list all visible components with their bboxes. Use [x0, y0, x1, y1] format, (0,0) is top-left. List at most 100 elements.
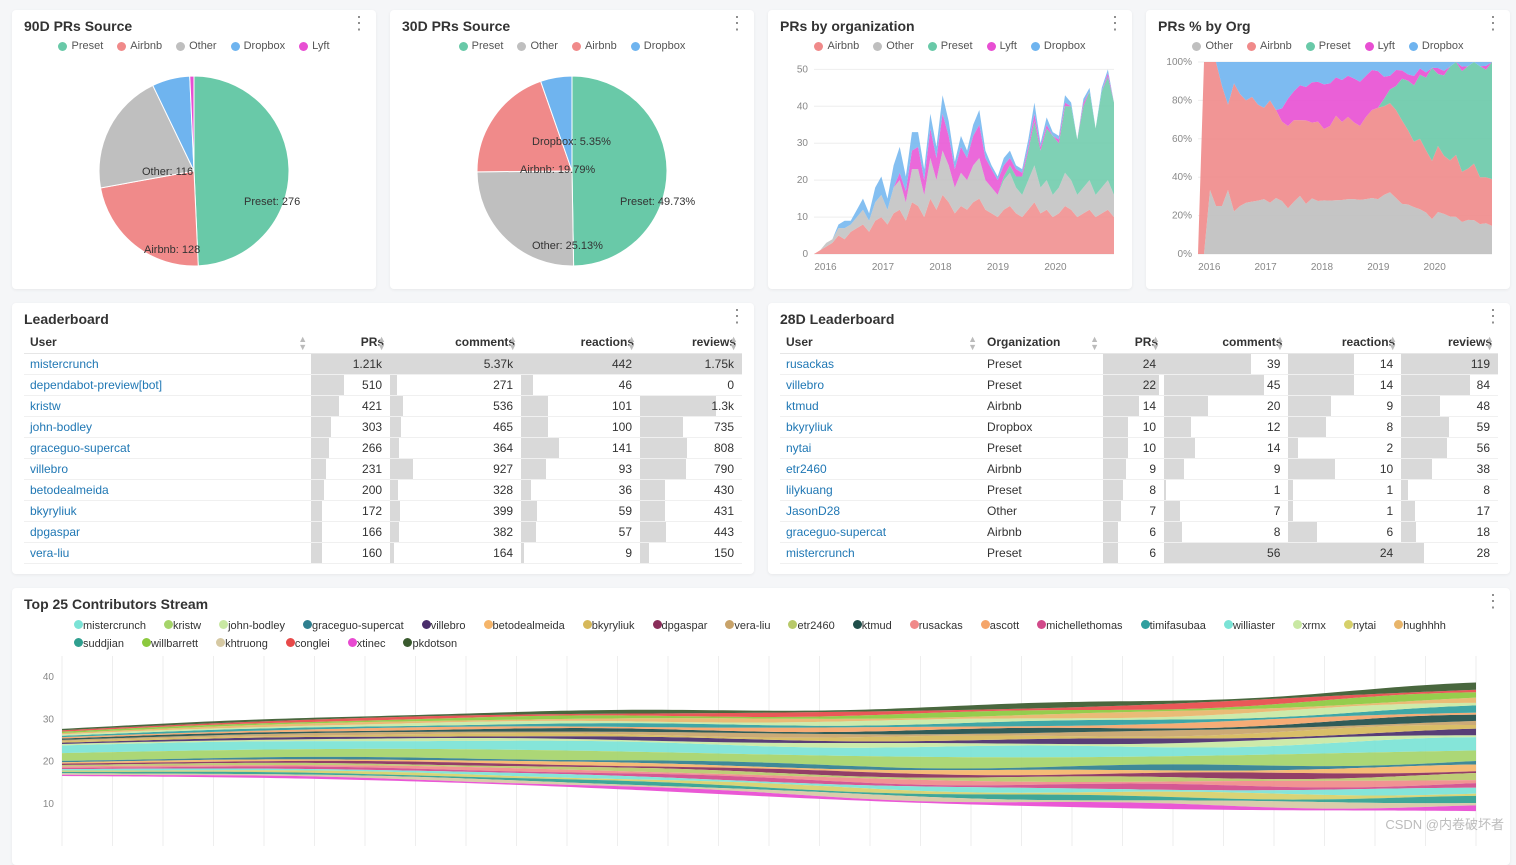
legend-item[interactable]: timifasubaa [1141, 620, 1206, 632]
kebab-icon[interactable]: ⋮ [728, 309, 746, 323]
user-link[interactable]: nytai [786, 441, 811, 455]
legend-item[interactable]: vera-liu [725, 620, 770, 632]
col-prs[interactable]: PRs ▲▼ [311, 331, 390, 354]
user-link[interactable]: graceguo-supercat [786, 525, 886, 539]
legend-item[interactable]: ascott [981, 620, 1019, 632]
user-link[interactable]: bkyryliuk [786, 420, 833, 434]
legend-label: Dropbox [1422, 40, 1464, 52]
col-comments[interactable]: comments ▲▼ [390, 331, 521, 354]
user-cell: kristw [24, 396, 311, 417]
user-link[interactable]: villebro [786, 378, 824, 392]
legend-item[interactable]: graceguo-supercat [303, 620, 404, 632]
legend-item[interactable]: betodealmeida [484, 620, 565, 632]
legend-item[interactable]: pkdotson [403, 638, 457, 650]
user-link[interactable]: dpgaspar [30, 525, 80, 539]
legend-item[interactable]: Preset [1306, 40, 1351, 52]
legend-item[interactable]: williaster [1224, 620, 1275, 632]
metric-cell: 22 [1103, 375, 1164, 396]
table-row: rusackas Preset 24 39 14 119 [780, 354, 1498, 375]
legend-item[interactable]: Lyft [987, 40, 1017, 52]
col-prs[interactable]: PRs ▲▼ [1103, 331, 1164, 354]
user-link[interactable]: betodealmeida [30, 483, 109, 497]
legend-item[interactable]: xrmx [1293, 620, 1326, 632]
legend-item[interactable]: Other [1192, 40, 1233, 52]
table-row: john-bodley 303 465 100 735 [24, 417, 742, 438]
legend-item[interactable]: Preset [58, 40, 103, 52]
user-link[interactable]: graceguo-supercat [30, 441, 130, 455]
user-link[interactable]: JasonD28 [786, 504, 840, 518]
metric-cell: 303 [311, 417, 390, 438]
user-link[interactable]: etr2460 [786, 462, 827, 476]
kebab-icon[interactable]: ⋮ [1484, 16, 1502, 30]
col-reactions[interactable]: reactions ▲▼ [1288, 331, 1401, 354]
legend: Airbnb Other Preset Lyft Dropbox [780, 38, 1120, 56]
kebab-icon[interactable]: ⋮ [350, 16, 368, 30]
user-link[interactable]: rusackas [786, 357, 834, 371]
col-reactions[interactable]: reactions ▲▼ [521, 331, 640, 354]
kebab-icon[interactable]: ⋮ [728, 16, 746, 30]
legend-item[interactable]: bkyryliuk [583, 620, 635, 632]
legend-item[interactable]: Dropbox [1409, 40, 1464, 52]
col-user[interactable]: User ▲▼ [24, 331, 311, 354]
legend-item[interactable]: villebro [422, 620, 466, 632]
legend-item[interactable]: Other [517, 40, 558, 52]
legend-item[interactable]: xtinec [348, 638, 386, 650]
legend-item[interactable]: etr2460 [788, 620, 834, 632]
legend-item[interactable]: Airbnb [814, 40, 859, 52]
user-link[interactable]: lilykuang [786, 483, 833, 497]
user-link[interactable]: john-bodley [30, 420, 92, 434]
legend-item[interactable]: willbarrett [142, 638, 198, 650]
kebab-icon[interactable]: ⋮ [1484, 309, 1502, 323]
user-link[interactable]: kristw [30, 399, 61, 413]
legend-item[interactable]: Lyft [1365, 40, 1395, 52]
user-cell: vera-liu [24, 543, 311, 564]
metric-cell: 536 [390, 396, 521, 417]
pie-chart: Preset: 276Airbnb: 128Other: 116 [24, 56, 364, 279]
user-link[interactable]: dependabot-preview[bot] [30, 378, 162, 392]
legend-item[interactable]: Airbnb [1247, 40, 1292, 52]
legend-item[interactable]: Other [176, 40, 217, 52]
legend-item[interactable]: Preset [459, 40, 504, 52]
user-link[interactable]: mistercrunch [786, 546, 855, 560]
metric-cell: 790 [640, 459, 742, 480]
user-link[interactable]: villebro [30, 462, 68, 476]
user-link[interactable]: vera-liu [30, 546, 69, 560]
legend-item[interactable]: Lyft [299, 40, 329, 52]
legend-item[interactable]: conglei [286, 638, 330, 650]
legend-item[interactable]: dpgaspar [653, 620, 708, 632]
col-user[interactable]: User ▲▼ [780, 331, 981, 354]
legend-item[interactable]: hughhhh [1394, 620, 1446, 632]
kebab-icon[interactable]: ⋮ [1484, 594, 1502, 608]
legend-item[interactable]: john-bodley [219, 620, 285, 632]
legend-item[interactable]: Dropbox [231, 40, 286, 52]
kebab-icon[interactable]: ⋮ [1106, 16, 1124, 30]
user-link[interactable]: mistercrunch [30, 357, 99, 371]
col-reviews[interactable]: reviews ▲▼ [1401, 331, 1498, 354]
legend-item[interactable]: Preset [928, 40, 973, 52]
legend-item[interactable]: michellethomas [1037, 620, 1122, 632]
metric-cell: 8 [1288, 417, 1401, 438]
metric-cell: 0 [640, 375, 742, 396]
user-link[interactable]: bkyryliuk [30, 504, 77, 518]
col-org[interactable]: Organization ▲▼ [981, 331, 1103, 354]
col-comments[interactable]: comments ▲▼ [1164, 331, 1288, 354]
legend-item[interactable]: khtruong [216, 638, 268, 650]
legend-item[interactable]: Other [873, 40, 914, 52]
table-row: JasonD28 Other 7 7 1 17 [780, 501, 1498, 522]
user-cell: nytai [780, 438, 981, 459]
legend-item[interactable]: Airbnb [572, 40, 617, 52]
legend-item[interactable]: mistercrunch [74, 620, 146, 632]
legend: Preset Airbnb Other Dropbox Lyft [24, 38, 364, 56]
legend-item[interactable]: Dropbox [631, 40, 686, 52]
legend-item[interactable]: nytai [1344, 620, 1376, 632]
svg-text:2016: 2016 [814, 262, 837, 273]
panel-prs-by-organization: PRs by organization ⋮ AirbnbOtherPresetL… [768, 10, 1132, 289]
legend-item[interactable]: ktmud [853, 620, 892, 632]
legend-item[interactable]: Airbnb [117, 40, 162, 52]
legend-item[interactable]: rusackas [910, 620, 963, 632]
col-reviews[interactable]: reviews ▲▼ [640, 331, 742, 354]
legend-item[interactable]: kristw [164, 620, 201, 632]
legend-item[interactable]: suddjian [74, 638, 124, 650]
user-link[interactable]: ktmud [786, 399, 819, 413]
legend-item[interactable]: Dropbox [1031, 40, 1086, 52]
